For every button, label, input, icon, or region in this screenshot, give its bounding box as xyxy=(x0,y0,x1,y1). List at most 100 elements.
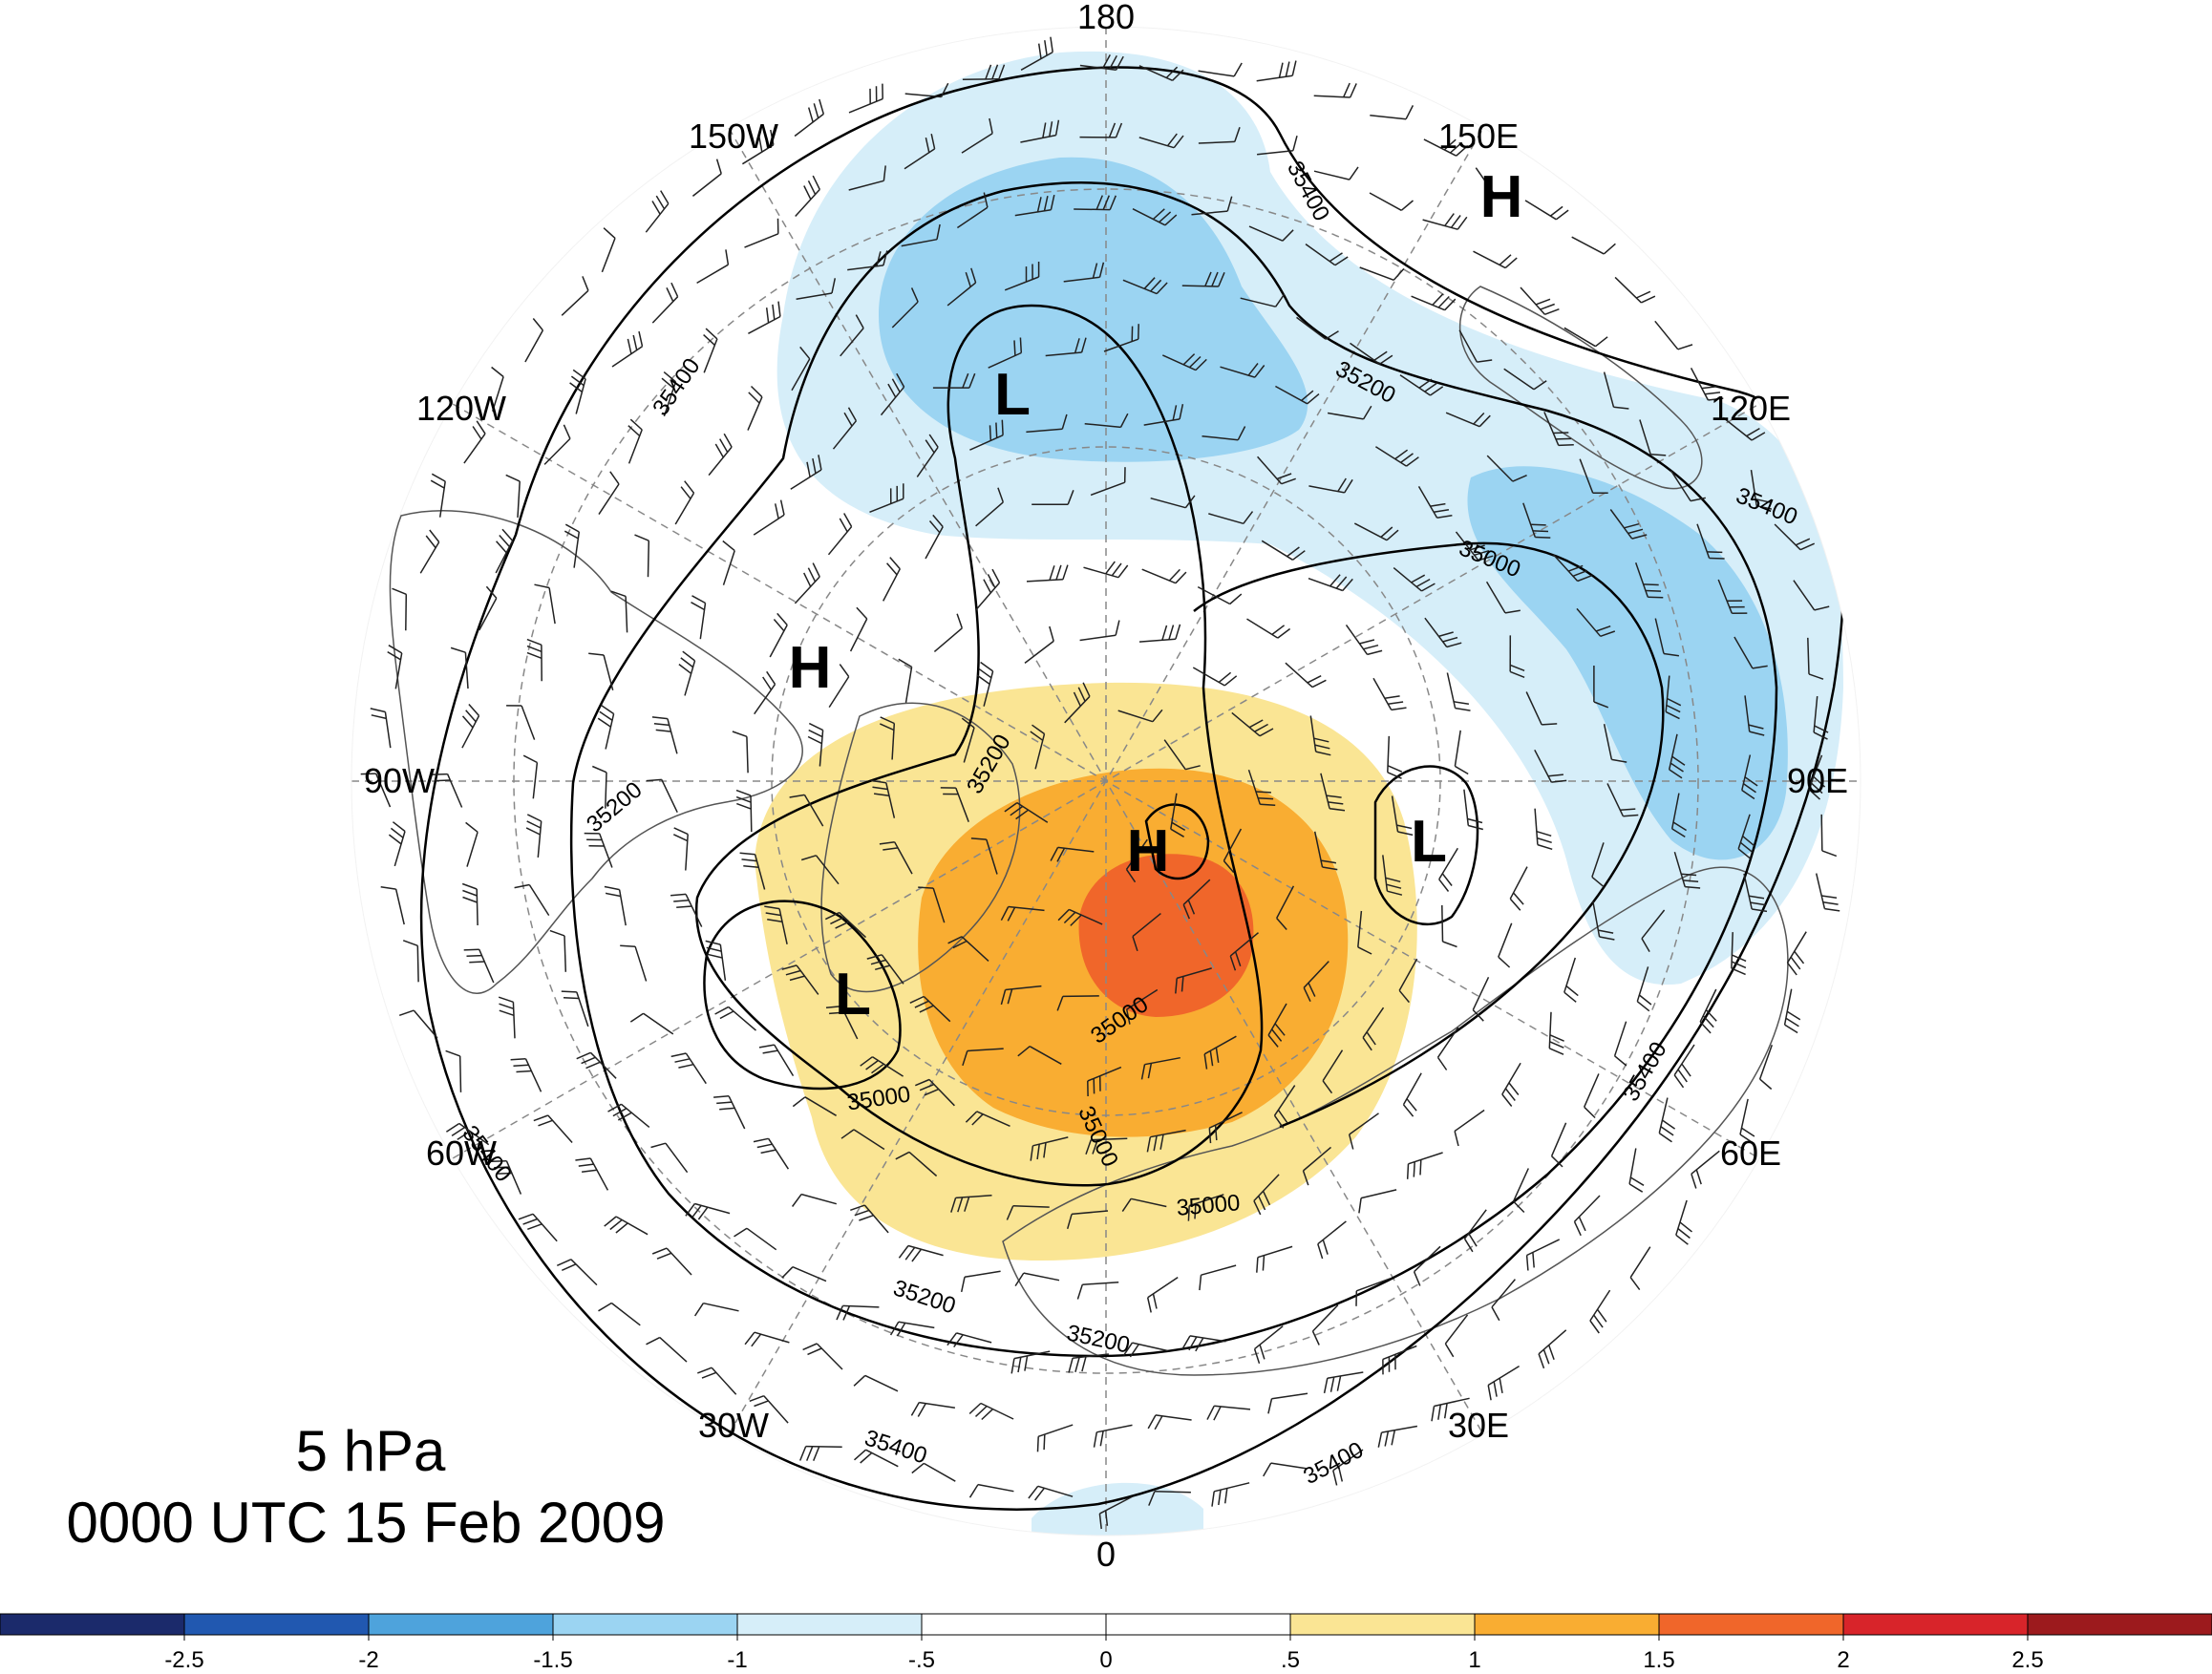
wind-barb-flag xyxy=(824,911,840,921)
wind-barb-shaft xyxy=(464,652,469,689)
wind-barb-shaft xyxy=(1807,637,1810,674)
wind-barb-flag xyxy=(1098,262,1105,278)
wind-barb-flag xyxy=(866,954,883,960)
wind-barb-flag xyxy=(1741,789,1755,800)
wind-barb-shaft xyxy=(1472,976,1490,1010)
wind-barb-flag xyxy=(1175,571,1187,584)
wind-barb-flag xyxy=(1322,866,1338,871)
wind-barb-flag xyxy=(663,371,676,383)
wind-barb-flag xyxy=(1391,707,1407,711)
wind-barb-flag xyxy=(1784,1024,1798,1034)
wind-barb-flag xyxy=(1253,1200,1262,1216)
wind-barb-flag xyxy=(650,1142,667,1149)
wind-barb-flag xyxy=(968,372,976,389)
wind-barb-flag xyxy=(735,789,752,796)
wind-barb-flag xyxy=(930,134,936,150)
wind-barb-shaft xyxy=(528,884,550,917)
wind-barb-shaft xyxy=(543,437,571,465)
wind-barb-flag xyxy=(1663,652,1680,657)
wind-barb-shaft xyxy=(1571,236,1605,255)
wind-barb-shaft xyxy=(575,378,586,414)
wind-barb-flag xyxy=(1542,723,1558,726)
wind-barb-shaft xyxy=(461,715,480,749)
wind-barb-flag xyxy=(1121,1197,1132,1213)
wind-barb-shaft xyxy=(962,77,999,80)
wind-barb-flag xyxy=(1077,687,1086,702)
wind-barb-shaft xyxy=(1498,922,1513,958)
wind-barb-flag xyxy=(1387,890,1403,896)
wind-barb-flag xyxy=(1444,298,1457,311)
wind-barb-flag xyxy=(1463,1238,1474,1253)
wind-barb-flag xyxy=(1049,625,1054,642)
wind-barb-flag xyxy=(808,722,823,731)
wind-barb-shaft xyxy=(1534,808,1539,845)
wind-barb-shaft xyxy=(803,795,824,827)
wind-barb-flag xyxy=(1154,1415,1163,1430)
wind-barb-flag xyxy=(1419,1159,1422,1176)
wind-barb-flag xyxy=(1741,1127,1755,1137)
wind-barb-flag xyxy=(534,583,550,589)
wind-barb-flag xyxy=(1218,272,1225,287)
wind-barb-flag xyxy=(1335,576,1348,589)
wind-barb-flag xyxy=(629,1012,645,1023)
wind-barb-flag xyxy=(853,1374,866,1387)
wind-barb-flag xyxy=(762,676,773,690)
wind-barb-flag xyxy=(1187,1205,1190,1221)
wind-barb-flag xyxy=(1578,1216,1586,1232)
wind-barb-flag xyxy=(701,1371,717,1379)
wind-barb-flag xyxy=(1386,883,1402,889)
wind-barb-shaft xyxy=(674,492,695,525)
wind-barb-flag xyxy=(1648,596,1664,599)
wind-barb-flag xyxy=(1080,337,1087,353)
wind-barb-flag xyxy=(1314,744,1330,750)
wind-barb-flag xyxy=(773,619,785,632)
lon-label-90w: 90W xyxy=(364,761,435,800)
wind-barb-flag xyxy=(1274,1023,1286,1036)
map-boundary xyxy=(351,26,1861,1536)
wind-barb-flag xyxy=(430,479,445,489)
wind-barb-shaft xyxy=(746,1227,777,1251)
wind-barb-flag xyxy=(1156,282,1168,295)
wind-barb-shaft xyxy=(667,718,678,754)
wind-barb-flag xyxy=(1685,885,1701,889)
wind-barb-flag xyxy=(1438,631,1454,638)
wind-barb-flag xyxy=(785,969,801,976)
wind-barb-shaft xyxy=(963,727,975,763)
wind-barb-flag xyxy=(800,855,817,861)
wind-barb-flag xyxy=(1739,1134,1754,1144)
wind-barb-shaft xyxy=(1369,192,1402,211)
wind-barb-shaft xyxy=(589,1051,617,1079)
wind-barb-flag xyxy=(1614,1055,1627,1067)
wind-barb-flag xyxy=(1285,61,1290,77)
wind-barb-flag xyxy=(764,133,769,149)
wind-barb-flag xyxy=(919,1083,935,1091)
wind-barb-flag xyxy=(991,64,999,80)
colorbar-box xyxy=(1474,1613,1660,1636)
wind-barb-flag xyxy=(989,425,992,441)
wind-barb-shaft xyxy=(1083,566,1119,579)
wind-barb-flag xyxy=(457,1130,471,1141)
wind-barb-flag xyxy=(1081,1356,1087,1372)
contour-low-atlantic xyxy=(703,900,902,1091)
wind-barb-flag xyxy=(1584,1106,1596,1119)
wind-barb-flag xyxy=(1398,989,1410,1004)
wind-barb-flag xyxy=(991,568,1001,583)
wind-barb-shaft xyxy=(384,711,392,749)
wind-barb-shaft xyxy=(1223,828,1243,861)
wind-barb-flag xyxy=(1538,1353,1545,1369)
wind-barb-flag xyxy=(1384,695,1400,699)
wind-barb-flag xyxy=(703,334,715,346)
wind-barb-shaft xyxy=(1117,710,1154,723)
wind-barb-flag xyxy=(1218,1489,1222,1506)
wind-barb-flag xyxy=(1164,214,1178,226)
wind-barb-flag xyxy=(1211,1491,1215,1507)
wind-barb-flag xyxy=(462,896,478,903)
wind-barb-shaft xyxy=(986,838,998,875)
wind-barb-flag xyxy=(463,948,479,951)
wind-barb-flag xyxy=(1206,1405,1215,1420)
lon-label-60e: 60E xyxy=(1720,1134,1781,1173)
wind-barb-flag xyxy=(1504,257,1518,269)
wind-barb-flag xyxy=(1111,562,1122,577)
wind-barb-flag xyxy=(1413,1271,1421,1286)
wind-barb-flag xyxy=(1074,1357,1080,1372)
